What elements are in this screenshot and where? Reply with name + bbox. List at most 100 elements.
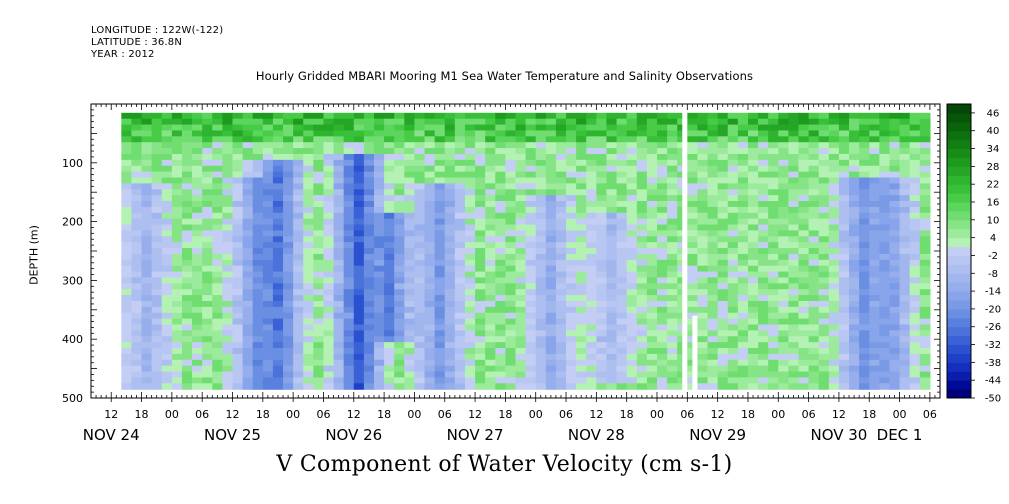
heatmap-cell <box>596 300 608 308</box>
heatmap-cell <box>192 153 203 161</box>
heatmap-cell <box>717 271 729 279</box>
heatmap-cell <box>545 353 557 361</box>
heatmap-cell <box>515 253 527 261</box>
heatmap-cell <box>566 300 577 308</box>
heatmap-cell <box>131 142 143 149</box>
heatmap-cell <box>161 306 173 314</box>
heatmap-cell <box>475 377 486 384</box>
heatmap-cell <box>293 295 304 302</box>
heatmap-cell <box>849 289 860 296</box>
heatmap-cell <box>758 353 769 361</box>
heatmap-cell <box>626 148 638 155</box>
heatmap-cell <box>758 383 769 390</box>
heatmap-cell <box>293 212 304 220</box>
heatmap-cell <box>272 112 284 120</box>
heatmap-cell <box>798 112 810 120</box>
heatmap-cell <box>404 236 416 243</box>
heatmap-cell <box>707 136 719 143</box>
heatmap-cell <box>131 383 143 390</box>
heatmap-cell <box>828 336 840 343</box>
heatmap-cell <box>475 383 486 390</box>
heatmap-cell <box>788 365 800 373</box>
heatmap-cell <box>707 253 719 261</box>
heatmap-cell <box>384 230 395 237</box>
heatmap-cell <box>141 377 153 384</box>
heatmap-cell <box>818 371 830 379</box>
heatmap-cell <box>141 277 153 284</box>
heatmap-cell <box>535 218 547 226</box>
heatmap-cell <box>313 177 325 184</box>
heatmap-cell <box>262 212 274 220</box>
heatmap-cell <box>808 118 820 126</box>
heatmap-cell <box>636 212 648 220</box>
heatmap-cell <box>161 189 173 196</box>
heatmap-cell <box>596 330 608 337</box>
heatmap-cell <box>788 248 800 255</box>
heatmap-cell <box>778 318 789 326</box>
heatmap-cell <box>232 130 244 137</box>
heatmap-cell <box>131 283 143 290</box>
heatmap-cell <box>374 183 385 190</box>
heatmap-cell <box>535 230 547 237</box>
heatmap-cell <box>667 136 678 143</box>
heatmap-cell <box>727 112 739 120</box>
heatmap-cell <box>778 118 789 126</box>
heatmap-cell <box>161 359 173 367</box>
heatmap-cell <box>192 318 203 326</box>
heatmap-cell <box>899 259 911 267</box>
heatmap-cell <box>555 159 567 167</box>
heatmap-cell <box>657 377 668 384</box>
heatmap-cell <box>252 300 264 308</box>
heatmap-cell <box>495 159 506 167</box>
heatmap-cell <box>636 130 648 137</box>
heatmap-cell <box>121 324 133 331</box>
heatmap-cell <box>394 195 405 202</box>
heatmap-cell <box>768 359 779 367</box>
heatmap-cell <box>464 230 476 237</box>
heatmap-cell <box>646 153 658 161</box>
heatmap-cell <box>808 365 820 373</box>
heatmap-cell <box>778 295 789 302</box>
heatmap-cell <box>515 348 527 355</box>
heatmap-cell <box>192 230 203 237</box>
heatmap-cell <box>424 124 436 132</box>
heatmap-cell <box>768 218 779 226</box>
heatmap-cell <box>657 306 668 314</box>
heatmap-cell <box>272 118 284 126</box>
heatmap-cell <box>596 136 608 143</box>
heatmap-cell <box>515 124 527 132</box>
heatmap-cell <box>687 201 699 208</box>
heatmap-cell <box>293 148 304 155</box>
heatmap-cell <box>192 159 203 167</box>
heatmap-cell <box>242 124 254 132</box>
heatmap-cell <box>131 377 143 384</box>
heatmap-cell <box>171 259 183 267</box>
heatmap-cell <box>485 359 496 367</box>
heatmap-cell <box>879 242 891 249</box>
heatmap-cell <box>232 171 244 179</box>
heatmap-cell <box>202 224 213 232</box>
heatmap-cell <box>576 259 587 267</box>
heatmap-cell <box>505 142 517 149</box>
colorbar-band <box>947 353 971 363</box>
heatmap-cell <box>131 359 143 367</box>
heatmap-cell <box>262 253 274 261</box>
heatmap-cell <box>222 295 234 302</box>
heatmap-cell <box>849 142 860 149</box>
heatmap-cell <box>495 206 506 214</box>
heatmap-cell <box>808 248 820 255</box>
heatmap-cell <box>828 318 840 326</box>
heatmap-cell <box>747 371 759 379</box>
heatmap-cell <box>849 177 860 184</box>
heatmap-cell <box>768 330 779 337</box>
heatmap-cell <box>707 148 719 155</box>
heatmap-cell <box>768 183 779 190</box>
heatmap-cell <box>363 283 375 290</box>
colorbar-label: -2 <box>988 251 998 262</box>
heatmap-cell <box>475 136 486 143</box>
heatmap-cell <box>404 359 416 367</box>
heatmap-cell <box>404 300 416 308</box>
heatmap-cell <box>343 124 355 132</box>
heatmap-cell <box>404 112 416 120</box>
heatmap-cell <box>808 342 820 349</box>
